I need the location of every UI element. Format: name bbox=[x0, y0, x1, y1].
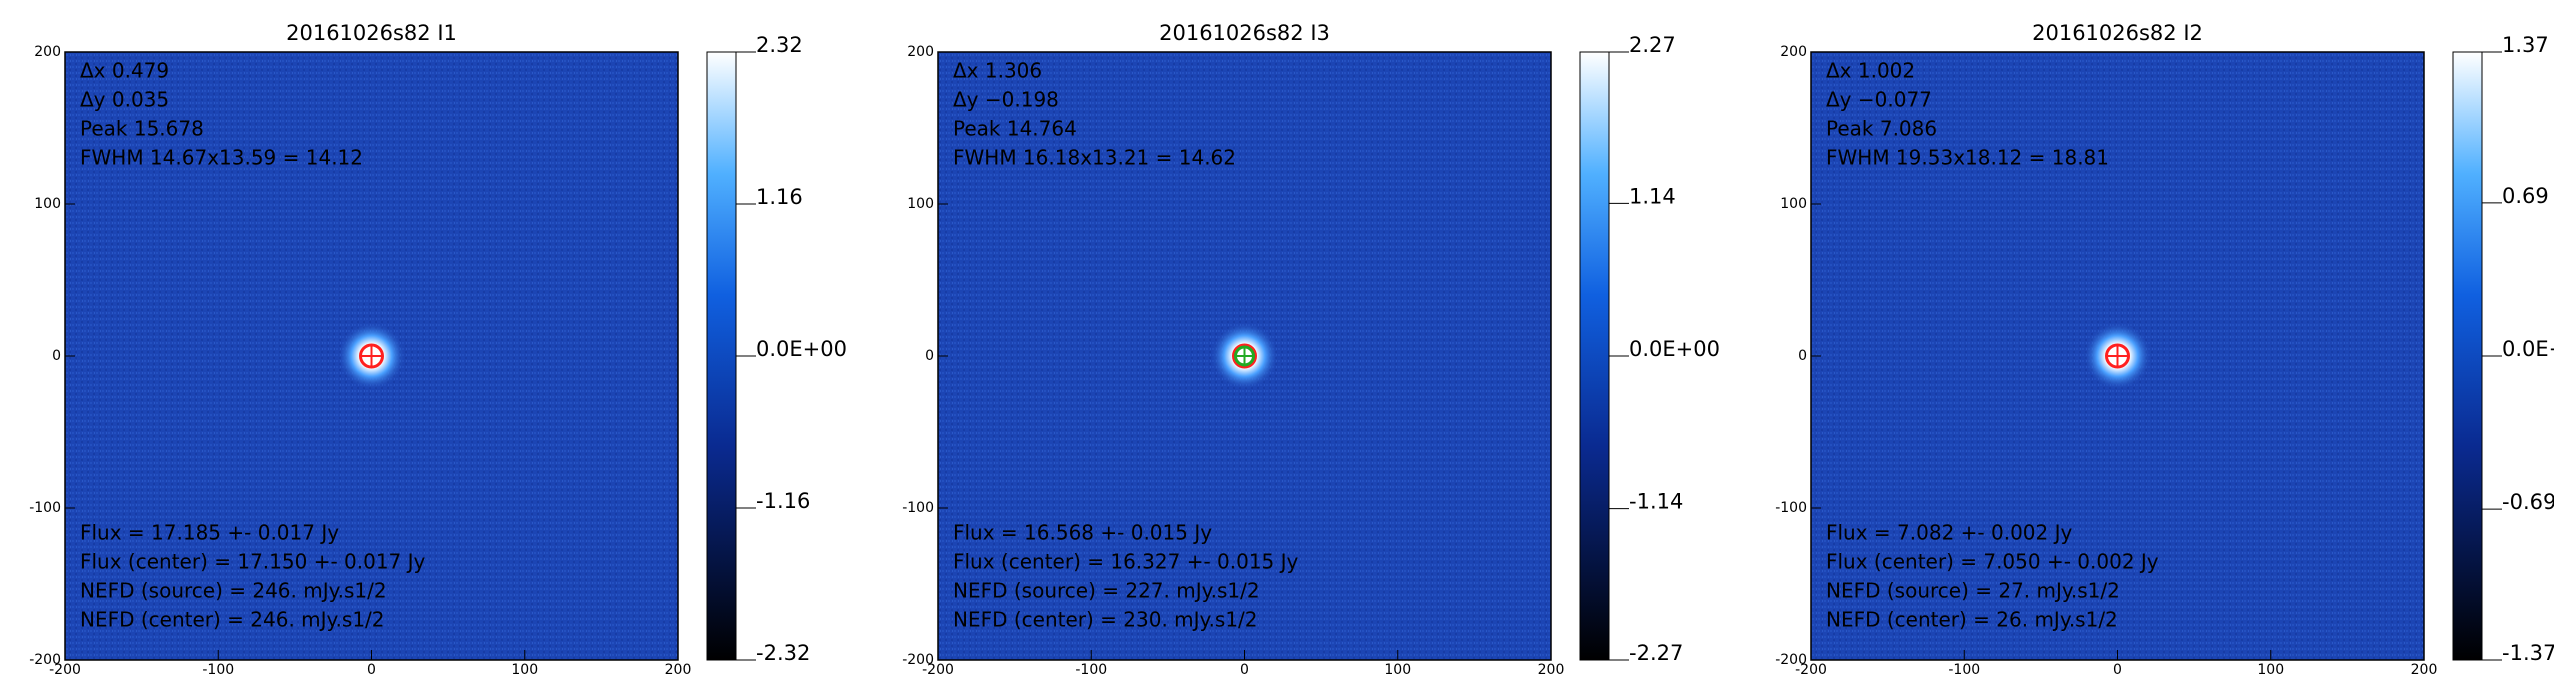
colorbar-tick-label: -1.37 bbox=[2502, 641, 2554, 665]
annotation: NEFD (center) = 230. mJy.s1/2 bbox=[953, 608, 1258, 632]
colorbar bbox=[2452, 51, 2483, 661]
y-tick-label: -100 bbox=[902, 500, 934, 516]
x-tick-label: -200 bbox=[49, 662, 81, 678]
y-tick-label: 200 bbox=[1780, 44, 1807, 60]
y-tick-label: 0 bbox=[1798, 348, 1807, 364]
x-tick-label: -200 bbox=[922, 662, 954, 678]
annotation: Δy 0.035 bbox=[80, 88, 169, 112]
annotation: FWHM 19.53x18.12 = 18.81 bbox=[1826, 146, 2109, 170]
x-tick-label: -100 bbox=[1948, 662, 1980, 678]
x-tick-label: 0 bbox=[367, 662, 376, 678]
y-tick-label: 200 bbox=[907, 44, 934, 60]
colorbar-tick-label: 0.0E+00 bbox=[1629, 337, 1720, 361]
annotation: Flux = 17.185 +- 0.017 Jy bbox=[80, 521, 339, 545]
colorbar-tick-label: -2.27 bbox=[1629, 641, 1683, 665]
x-tick-label: 200 bbox=[1538, 662, 1565, 678]
x-tick-label: 0 bbox=[1240, 662, 1249, 678]
annotation: Δy −0.077 bbox=[1826, 88, 1932, 112]
colorbar bbox=[706, 51, 737, 661]
x-tick-label: 200 bbox=[665, 662, 692, 678]
annotation: Δx 1.306 bbox=[953, 59, 1042, 83]
panel-title: 20161026s82 I1 bbox=[286, 21, 457, 45]
annotation: Peak 15.678 bbox=[80, 117, 204, 141]
x-tick-label: -100 bbox=[1075, 662, 1107, 678]
y-tick-label: 100 bbox=[907, 196, 934, 212]
annotation: FWHM 16.18x13.21 = 14.62 bbox=[953, 146, 1236, 170]
panel-title: 20161026s82 I2 bbox=[2032, 21, 2203, 45]
colorbar-tick-label: 0.69 bbox=[2502, 184, 2549, 208]
y-tick-label: -100 bbox=[1775, 500, 1807, 516]
annotation: FWHM 14.67x13.59 = 14.12 bbox=[80, 146, 363, 170]
colorbar-tick-label: 2.27 bbox=[1629, 33, 1676, 57]
y-tick-label: -100 bbox=[29, 500, 61, 516]
colorbar-tick-label: -2.32 bbox=[756, 641, 810, 665]
colorbar bbox=[1579, 51, 1610, 661]
annotation: NEFD (source) = 227. mJy.s1/2 bbox=[953, 579, 1260, 603]
colorbar-tick-label: -1.16 bbox=[756, 489, 810, 513]
colorbar-tick-label: 1.37 bbox=[2502, 33, 2549, 57]
y-tick-label: 200 bbox=[34, 44, 61, 60]
annotation: NEFD (center) = 246. mJy.s1/2 bbox=[80, 608, 385, 632]
annotation: Δx 1.002 bbox=[1826, 59, 1915, 83]
x-tick-label: 100 bbox=[511, 662, 538, 678]
annotation: Flux = 16.568 +- 0.015 Jy bbox=[953, 521, 1212, 545]
colorbar-tick-label: 2.32 bbox=[756, 33, 803, 57]
annotation: Δx 0.479 bbox=[80, 59, 169, 83]
annotation: Flux (center) = 17.150 +- 0.017 Jy bbox=[80, 550, 426, 574]
annotation: Δy −0.198 bbox=[953, 88, 1059, 112]
annotation: Flux = 7.082 +- 0.002 Jy bbox=[1826, 521, 2073, 545]
colorbar-tick-label: -1.14 bbox=[1629, 490, 1683, 514]
y-tick-label: -200 bbox=[902, 652, 934, 668]
annotation: NEFD (source) = 246. mJy.s1/2 bbox=[80, 579, 387, 603]
x-tick-label: 200 bbox=[2411, 662, 2438, 678]
annotation: Flux (center) = 7.050 +- 0.002 Jy bbox=[1826, 550, 2159, 574]
x-tick-label: -100 bbox=[202, 662, 234, 678]
colorbar-tick-label: -0.69 bbox=[2502, 490, 2554, 514]
y-tick-label: 0 bbox=[52, 348, 61, 364]
colorbar-tick-label: 0.0E+00 bbox=[756, 337, 847, 361]
annotation: Flux (center) = 16.327 +- 0.015 Jy bbox=[953, 550, 1299, 574]
x-tick-label: 100 bbox=[1384, 662, 1411, 678]
annotation: Peak 14.764 bbox=[953, 117, 1077, 141]
x-tick-label: -200 bbox=[1795, 662, 1827, 678]
colorbar-tick-label: 0.0E+00 bbox=[2502, 337, 2554, 361]
y-tick-label: -200 bbox=[29, 652, 61, 668]
colorbar-tick-label: 1.16 bbox=[756, 185, 803, 209]
x-tick-label: 100 bbox=[2257, 662, 2284, 678]
y-tick-label: 100 bbox=[1780, 196, 1807, 212]
annotation: NEFD (center) = 26. mJy.s1/2 bbox=[1826, 608, 2118, 632]
x-tick-label: 0 bbox=[2113, 662, 2122, 678]
y-tick-label: -200 bbox=[1775, 652, 1807, 668]
annotation: NEFD (source) = 27. mJy.s1/2 bbox=[1826, 579, 2120, 603]
y-tick-label: 0 bbox=[925, 348, 934, 364]
y-tick-label: 100 bbox=[34, 196, 61, 212]
annotation: Peak 7.086 bbox=[1826, 117, 1937, 141]
panel-title: 20161026s82 I3 bbox=[1159, 21, 1330, 45]
colorbar-tick-label: 1.14 bbox=[1629, 184, 1676, 208]
